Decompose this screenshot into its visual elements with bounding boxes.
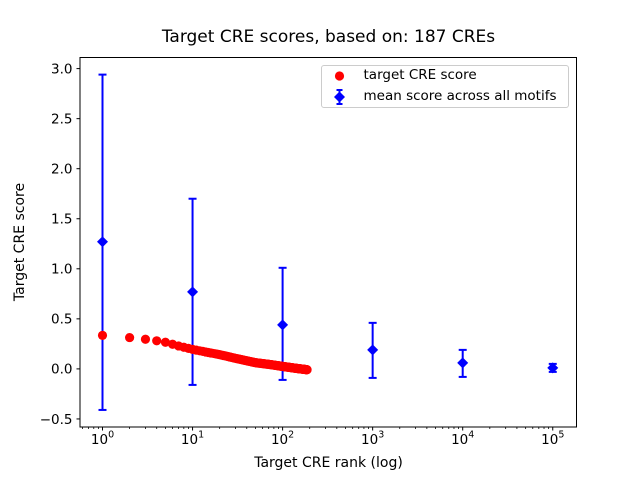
legend-item-label: target CRE score (363, 67, 477, 83)
svg-text:100: 100 (91, 430, 114, 449)
legend-item-target-cre-score: target CRE score (322, 65, 568, 86)
chart-title: Target CRE scores, based on: 187 CREs (161, 27, 496, 47)
legend-item-label: mean score across all motifs (363, 88, 557, 104)
svg-text:103: 103 (361, 430, 384, 449)
legend: target CRE score mean score across all m… (320, 64, 569, 108)
red-circle-marker-icon (334, 70, 344, 81)
blue-diamond-marker-icon (333, 88, 345, 105)
svg-text:0.5: 0.5 (51, 312, 72, 328)
svg-text:3.0: 3.0 (51, 61, 72, 77)
svg-text:104: 104 (451, 430, 474, 449)
legend-item-mean-score: mean score across all motifs (322, 86, 568, 107)
svg-text:2.0: 2.0 (51, 162, 72, 178)
svg-text:0.0: 0.0 (51, 362, 72, 378)
x-axis-label: Target CRE rank (log) (254, 455, 403, 471)
svg-text:101: 101 (181, 430, 204, 449)
svg-text:105: 105 (541, 430, 564, 449)
svg-text:1.5: 1.5 (51, 212, 72, 228)
svg-text:2.5: 2.5 (51, 111, 72, 127)
svg-text:−0.5: −0.5 (40, 412, 73, 428)
svg-text:1.0: 1.0 (51, 262, 72, 278)
svg-text:102: 102 (271, 430, 294, 449)
